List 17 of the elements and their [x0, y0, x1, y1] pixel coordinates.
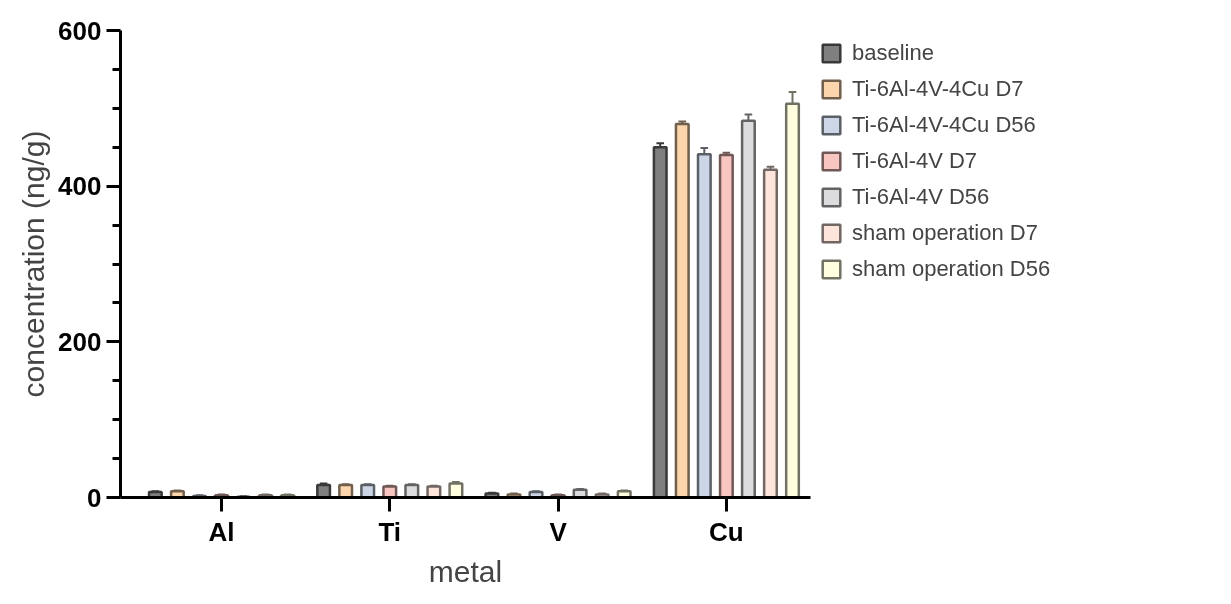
y-axis-title: concentration (ng/g): [17, 130, 51, 398]
legend-label: sham operation D56: [852, 256, 1051, 282]
y-tick-label: 400: [58, 171, 102, 202]
legend-label: baseline: [852, 40, 934, 66]
x-tick-label: V: [549, 516, 568, 547]
x-axis-title: metal: [428, 554, 503, 588]
legend-label: Ti-6Al-4V-4Cu D7: [852, 76, 1024, 102]
y-tick-label: 600: [58, 15, 102, 46]
legend-label: Ti-6Al-4V D56: [852, 184, 990, 210]
x-tick-label: Cu: [709, 516, 744, 547]
x-tick-label: Al: [208, 516, 235, 547]
x-tick-label: Ti: [378, 516, 402, 547]
legend-label: sham operation D7: [852, 220, 1038, 246]
legend-label: Ti-6Al-4V-4Cu D56: [852, 112, 1036, 138]
y-tick-label: 200: [58, 326, 102, 357]
y-tick-label: 0: [87, 482, 102, 513]
legend-label: Ti-6Al-4V D7: [852, 148, 978, 174]
